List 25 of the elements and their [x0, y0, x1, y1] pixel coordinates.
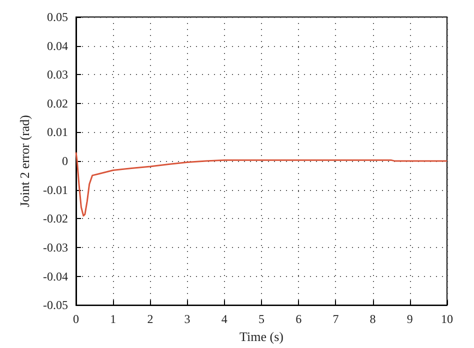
x-tick-label: 10 [441, 312, 453, 326]
line-series [75, 152, 448, 217]
y-tick-label: 0 [62, 154, 68, 168]
y-tick-label: -0.05 [43, 298, 68, 312]
y-tick-label: -0.03 [43, 240, 68, 254]
x-axis-title: Time (s) [240, 329, 284, 344]
y-tick-label: -0.02 [43, 212, 68, 226]
x-tick-label: 0 [73, 312, 79, 326]
x-tick-label: 3 [184, 312, 190, 326]
x-tick-label: 8 [370, 312, 376, 326]
x-tick-label: 1 [110, 312, 116, 326]
x-tick-label: 4 [221, 312, 228, 326]
y-tick-label: 0.05 [47, 10, 68, 24]
y-axis-title: Joint 2 error (rad) [17, 115, 32, 208]
x-tick-label: 6 [296, 312, 302, 326]
x-tick-label: 5 [258, 312, 264, 326]
x-tick-label: 7 [332, 312, 339, 326]
y-tick-label: 0.04 [47, 38, 68, 53]
y-tick-label: 0.03 [47, 68, 68, 82]
y-tick-label: -0.04 [43, 269, 68, 284]
y-tick-label: 0.02 [47, 96, 68, 110]
x-tick-label: 9 [406, 312, 413, 326]
y-tick-label: 0.01 [47, 125, 68, 140]
y-tick-label: -0.01 [43, 182, 68, 197]
x-tick-label: 2 [147, 312, 154, 326]
